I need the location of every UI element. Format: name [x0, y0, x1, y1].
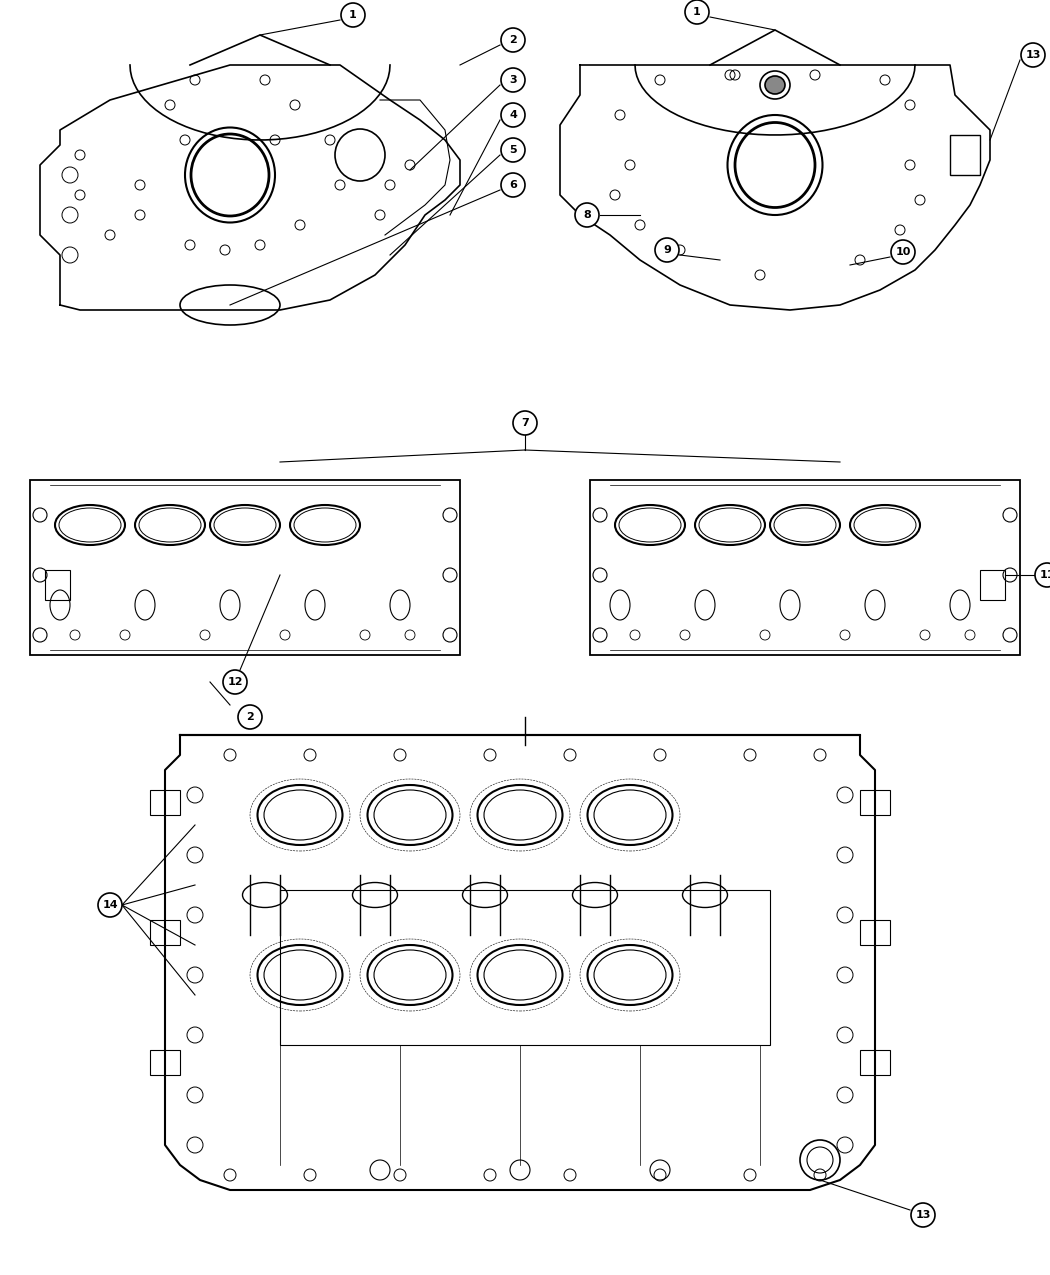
- Bar: [150, 921, 180, 945]
- Bar: [860, 790, 890, 815]
- Text: 7: 7: [521, 418, 529, 428]
- Text: 13: 13: [916, 1210, 930, 1220]
- Text: 3: 3: [509, 75, 517, 85]
- Bar: [150, 790, 180, 815]
- Circle shape: [575, 203, 598, 227]
- Circle shape: [341, 3, 365, 27]
- Circle shape: [911, 1204, 934, 1227]
- Text: 6: 6: [509, 180, 517, 190]
- Circle shape: [98, 892, 122, 917]
- Text: 2: 2: [246, 711, 254, 722]
- Bar: [45, 570, 70, 601]
- Circle shape: [891, 240, 915, 264]
- Ellipse shape: [765, 76, 785, 94]
- Circle shape: [501, 173, 525, 198]
- Bar: [860, 921, 890, 945]
- Text: 11: 11: [1040, 570, 1050, 580]
- Text: 13: 13: [1025, 50, 1041, 60]
- Circle shape: [501, 28, 525, 52]
- Circle shape: [1021, 43, 1045, 68]
- Bar: [950, 135, 980, 175]
- Circle shape: [685, 0, 709, 24]
- Text: 10: 10: [896, 247, 910, 258]
- Circle shape: [501, 138, 525, 162]
- Bar: [280, 890, 770, 1046]
- Text: 1: 1: [693, 6, 701, 17]
- Text: 1: 1: [349, 10, 357, 20]
- Text: 14: 14: [102, 900, 118, 910]
- Circle shape: [238, 705, 262, 729]
- Circle shape: [501, 68, 525, 92]
- Text: 5: 5: [509, 145, 517, 156]
- Bar: [590, 479, 1020, 655]
- Bar: [30, 479, 460, 655]
- Circle shape: [501, 103, 525, 128]
- Text: 12: 12: [227, 677, 243, 687]
- Bar: [150, 1051, 180, 1075]
- Text: 2: 2: [509, 34, 517, 45]
- Text: 4: 4: [509, 110, 517, 120]
- Text: 9: 9: [663, 245, 671, 255]
- Circle shape: [223, 669, 247, 694]
- Circle shape: [655, 238, 679, 261]
- Bar: [860, 1051, 890, 1075]
- Circle shape: [1035, 564, 1050, 586]
- Bar: [980, 570, 1005, 601]
- Text: 8: 8: [583, 210, 591, 221]
- Circle shape: [513, 411, 537, 435]
